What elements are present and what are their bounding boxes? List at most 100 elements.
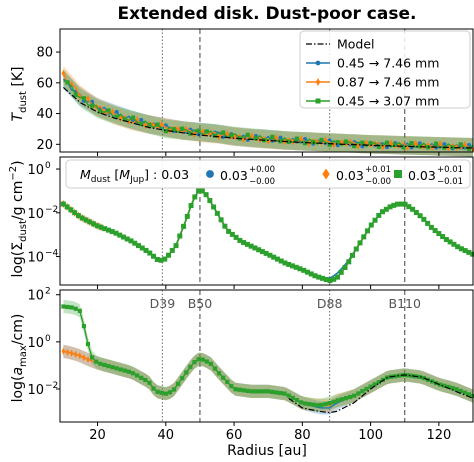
data-point [286,393,291,398]
x-tick-label: 120 [426,428,451,443]
data-point [409,373,414,378]
data-point [130,115,136,120]
data-point [83,217,89,223]
data-point [208,361,213,366]
data-point [120,234,126,240]
data-point [278,390,283,396]
data-point [350,252,356,258]
data-point [177,233,183,239]
data-point [434,141,439,146]
data-point [442,142,447,147]
data-point [348,394,353,400]
data-point [81,96,86,101]
data-point [171,387,177,392]
data-point [380,209,386,215]
data-point [167,390,173,395]
data-point [458,388,463,394]
data-point [147,380,152,385]
data-point [402,201,408,207]
data-point [73,306,78,311]
data-point [346,259,352,265]
uncertainty-band [63,299,474,412]
data-point [151,253,157,259]
data-point [105,227,111,233]
data-point [110,365,115,370]
ring-label: B50 [188,296,213,311]
data-point [73,92,78,97]
data-point [155,389,160,394]
legend-upper-error: +0.01 [437,165,463,175]
data-point [290,395,295,400]
y-tick-exponent: −4 [45,249,59,259]
data-point [417,213,423,219]
data-point [79,215,85,221]
data-point [175,381,181,386]
data-point [443,236,449,242]
data-point [364,139,369,147]
data-point [68,207,74,213]
data-point [72,210,78,216]
data-point [372,217,378,223]
data-point [114,109,119,114]
model-curve [288,374,474,414]
y-tick-label: 10 [27,383,44,398]
data-point [69,349,74,357]
data-point [158,257,164,263]
legend-box [65,159,471,189]
data-point [86,355,90,364]
data-point [90,221,96,227]
legend-upper-error: +0.01 [365,165,391,175]
data-point [85,341,91,347]
data-point [458,246,464,252]
legend-marker [206,170,214,178]
data-point [94,359,99,364]
data-point [360,389,365,394]
data-point [256,247,262,253]
data-point [335,140,340,145]
data-point [316,274,322,280]
data-point [233,387,238,392]
data-point [77,352,82,360]
data-point [163,129,168,134]
data-point [155,122,160,127]
legend-label: Mdust [MJup] : 0.03 [80,167,189,185]
data-point [304,269,310,275]
data-point [102,362,107,368]
data-point [248,243,254,249]
data-point [447,239,453,245]
data-point [466,249,472,255]
data-point [73,350,78,358]
y-tick-exponent: −2 [45,205,58,215]
plot-frame [59,28,474,153]
temperature-legend: Model 0.45 → 7.46 mm 0.87 → 7.46 mm 0.45 → … [299,30,471,109]
data-point [307,139,311,148]
data-point [446,144,451,152]
y-tick-exponent: 0 [45,334,51,344]
data-point [302,401,308,406]
data-point [126,369,132,374]
data-point [249,389,254,394]
data-point [421,216,427,222]
data-point [389,139,393,147]
data-point [87,219,93,225]
data-point [271,254,277,260]
data-point [361,234,367,240]
data-point [413,139,418,147]
data-point [323,401,328,407]
data-point [117,232,123,238]
data-point [343,396,349,401]
data-point [154,256,160,262]
data-point [263,250,269,256]
max-grain-size-ylabel: log(amax/cm) [10,314,29,403]
data-point [196,188,202,194]
data-point [446,384,451,390]
data-point [113,230,119,236]
data-point [331,399,336,404]
data-point [203,192,209,198]
data-point [335,398,340,403]
data-point [289,263,295,269]
data-point [462,248,468,254]
data-point [61,347,66,355]
data-point [466,146,472,152]
